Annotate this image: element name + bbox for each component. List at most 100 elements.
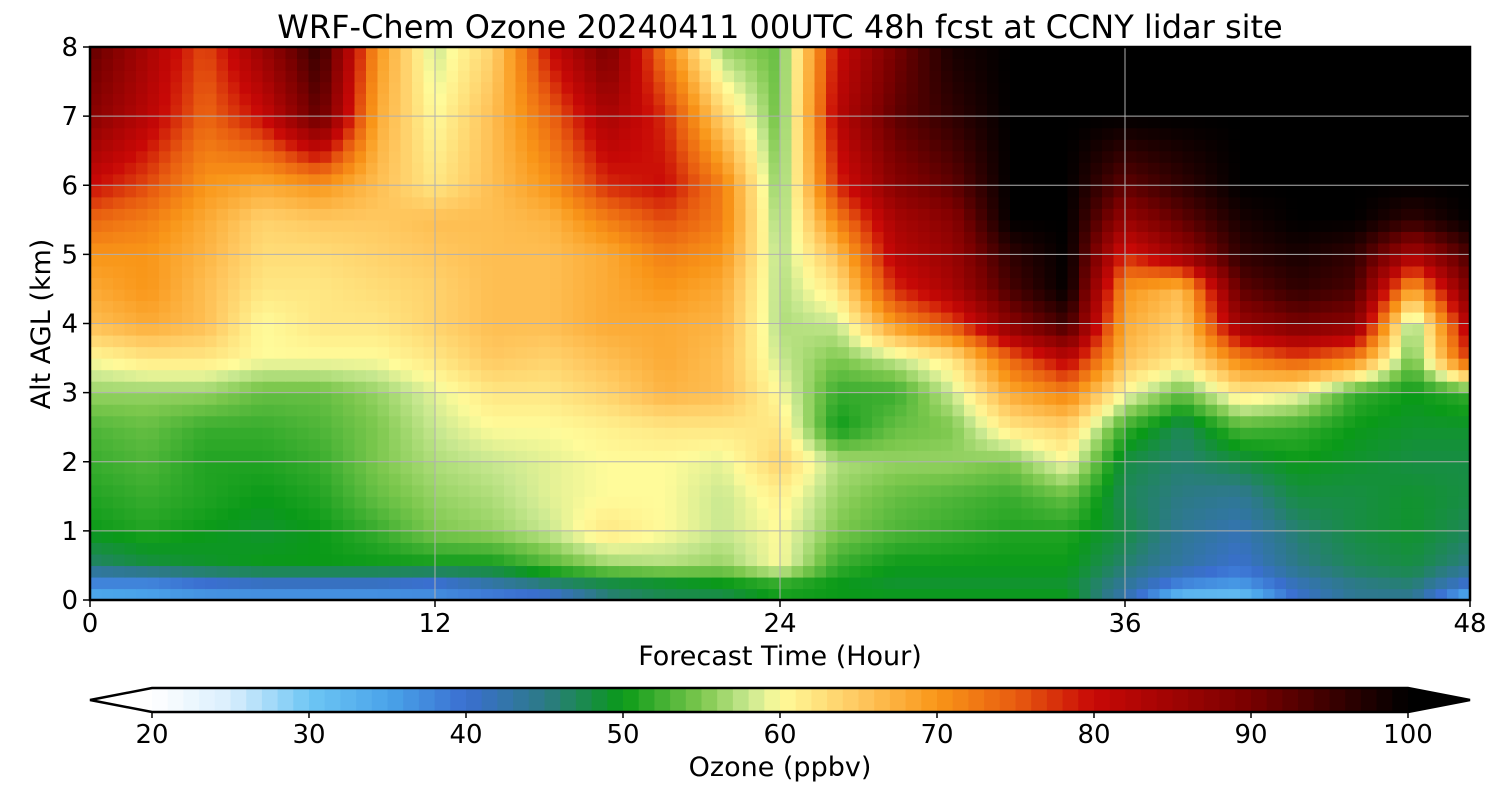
- heatmap-cell: [331, 484, 344, 497]
- heatmap-cell: [1458, 150, 1470, 163]
- heatmap-cell: [676, 300, 689, 313]
- heatmap-cell: [389, 484, 402, 497]
- heatmap-cell: [803, 127, 816, 140]
- heatmap-cell: [469, 450, 482, 463]
- heatmap-cell: [1159, 473, 1172, 486]
- heatmap-cell: [377, 461, 390, 474]
- heatmap-cell: [665, 208, 678, 221]
- heatmap-cell: [331, 381, 344, 394]
- heatmap-cell: [136, 242, 149, 255]
- heatmap-cell: [308, 116, 321, 129]
- heatmap-cell: [469, 588, 482, 600]
- heatmap-cell: [1090, 381, 1103, 394]
- heatmap-cell: [1458, 496, 1470, 509]
- heatmap-cell: [941, 519, 954, 532]
- heatmap-cell: [170, 288, 183, 302]
- heatmap-cell: [251, 473, 264, 486]
- heatmap-cell: [1286, 150, 1299, 163]
- heatmap-cell: [90, 346, 103, 359]
- heatmap-cell: [929, 427, 942, 440]
- heatmap-cell: [998, 484, 1011, 497]
- heatmap-cell: [561, 496, 574, 509]
- heatmap-cell: [1056, 576, 1069, 590]
- heatmap-cell: [251, 496, 264, 509]
- heatmap-cell: [676, 139, 689, 152]
- heatmap-cell: [1389, 438, 1402, 451]
- heatmap-cell: [113, 162, 126, 175]
- heatmap-cell: [1309, 139, 1322, 152]
- heatmap-cell: [711, 277, 724, 290]
- heatmap-cell: [239, 196, 252, 209]
- heatmap-cell: [561, 265, 574, 279]
- heatmap-cell: [343, 588, 356, 600]
- heatmap-cell: [596, 427, 609, 440]
- heatmap-cell: [734, 185, 747, 198]
- heatmap-cell: [1378, 473, 1391, 486]
- heatmap-cell: [596, 208, 609, 221]
- heatmap-cell: [1366, 288, 1379, 302]
- heatmap-cell: [435, 173, 448, 186]
- heatmap-cell: [377, 173, 390, 186]
- heatmap-cell: [1148, 496, 1161, 509]
- heatmap-cell: [1401, 277, 1414, 290]
- heatmap-cell: [676, 346, 689, 359]
- heatmap-cell: [1056, 242, 1069, 255]
- heatmap-cell: [343, 265, 356, 279]
- heatmap-cell: [159, 242, 172, 255]
- heatmap-cell: [205, 127, 218, 140]
- heatmap-cell: [251, 392, 264, 405]
- heatmap-cell: [596, 185, 609, 198]
- heatmap-cell: [665, 438, 678, 451]
- heatmap-cell: [803, 369, 816, 382]
- heatmap-cell: [412, 162, 425, 175]
- heatmap-cell: [147, 219, 160, 232]
- heatmap-cell: [435, 254, 448, 267]
- heatmap-cell: [711, 484, 724, 497]
- heatmap-cell: [216, 127, 229, 140]
- heatmap-cell: [584, 139, 597, 152]
- heatmap-cell: [665, 242, 678, 255]
- heatmap-cell: [1297, 242, 1310, 255]
- heatmap-cell: [550, 116, 563, 129]
- heatmap-cell: [688, 139, 701, 152]
- heatmap-cell: [1021, 507, 1034, 520]
- heatmap-cell: [837, 162, 850, 175]
- heatmap-cell: [285, 242, 298, 255]
- heatmap-cell: [665, 277, 678, 290]
- heatmap-cell: [1389, 542, 1402, 555]
- heatmap-cell: [711, 288, 724, 302]
- heatmap-cell: [929, 519, 942, 532]
- heatmap-cell: [262, 254, 275, 267]
- heatmap-cell: [262, 150, 275, 163]
- heatmap-cell: [1389, 311, 1402, 325]
- heatmap-cell: [101, 208, 114, 221]
- heatmap-cell: [688, 519, 701, 532]
- heatmap-cell: [423, 196, 436, 209]
- heatmap-cell: [1332, 415, 1345, 428]
- heatmap-cell: [780, 242, 793, 255]
- heatmap-cell: [883, 277, 896, 290]
- heatmap-cell: [906, 346, 919, 359]
- heatmap-cell: [262, 116, 275, 129]
- heatmap-cell: [1343, 335, 1356, 348]
- heatmap-cell: [722, 404, 735, 417]
- heatmap-cell: [1320, 381, 1333, 394]
- heatmap-cell: [297, 323, 310, 336]
- heatmap-cell: [1286, 219, 1299, 232]
- heatmap-cell: [469, 150, 482, 163]
- heatmap-cell: [274, 231, 287, 244]
- heatmap-cell: [527, 519, 540, 532]
- heatmap-cell: [1044, 288, 1057, 302]
- heatmap-cell: [320, 576, 333, 590]
- heatmap-cell: [458, 162, 471, 175]
- heatmap-cell: [596, 277, 609, 290]
- heatmap-cell: [400, 507, 413, 520]
- heatmap-cell: [1355, 185, 1368, 198]
- heatmap-cell: [711, 265, 724, 279]
- heatmap-cell: [1090, 392, 1103, 405]
- heatmap-cell: [124, 392, 137, 405]
- heatmap-cell: [1021, 542, 1034, 555]
- heatmap-cell: [1182, 496, 1195, 509]
- heatmap-cell: [239, 427, 252, 440]
- heatmap-cell: [860, 196, 873, 209]
